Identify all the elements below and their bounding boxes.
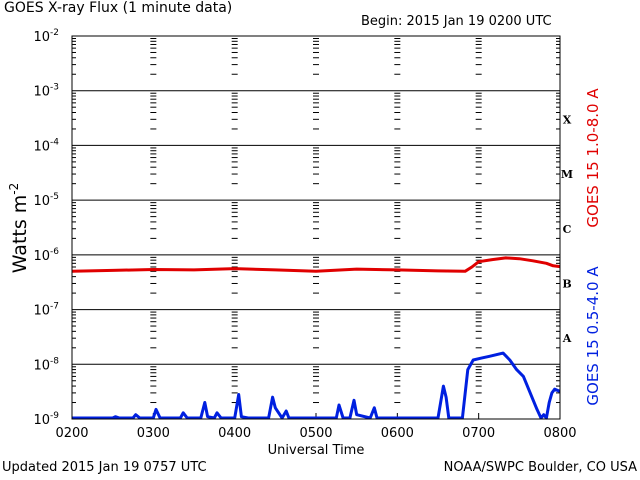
flare-class-label: M [561,168,573,181]
plot-frame [71,35,561,420]
y-tick-label: 10-4 [33,137,59,154]
x-tick-label: 0500 [299,426,332,441]
minor-tick-layer [72,38,560,404]
legend-short-channel: GOES 15 0.5-4.0 A [584,266,602,406]
x-tick-label: 0800 [543,426,576,441]
x-axis-label: Universal Time [268,443,365,458]
credit-text: NOAA/SWPC Boulder, CO USA [443,460,637,475]
y-tick-label: 10-3 [33,83,59,100]
flare-class-label: B [562,277,571,290]
x-tick-label: 0600 [381,426,414,441]
flare-class-label: A [562,332,572,345]
x-tick-label: 0700 [462,426,495,441]
chart-title: GOES X-ray Flux (1 minute data) [4,0,233,16]
y-axis-label-exponent: -2 [7,183,21,195]
x-tick-label: 0200 [55,426,88,441]
y-tick-label: 10-8 [33,356,59,373]
y-tick-label: 10-6 [33,247,59,264]
y-axis-label: Watts m-2 [7,183,31,274]
x-tick-label: 0300 [137,426,170,441]
flare-class-label: X [563,113,572,126]
legend-long-channel: GOES 15 1.0-8.0 A [584,88,602,228]
y-tick-label: 10-7 [33,302,59,319]
updated-time: Updated 2015 Jan 19 0757 UTC [2,460,207,475]
begin-time: Begin: 2015 Jan 19 0200 UTC [361,14,552,29]
y-axis-label-unit: Watts m [9,195,31,274]
x-tick-label: 0400 [218,426,251,441]
series-line-short-channel [72,351,561,420]
flare-class-label: C [563,223,572,236]
series-layer [71,256,561,420]
series-line-long-channel [71,256,561,273]
y-tick-label: 10-5 [33,192,59,209]
y-tick-label: 10-9 [33,411,59,428]
y-tick-label: 10-2 [33,28,59,45]
